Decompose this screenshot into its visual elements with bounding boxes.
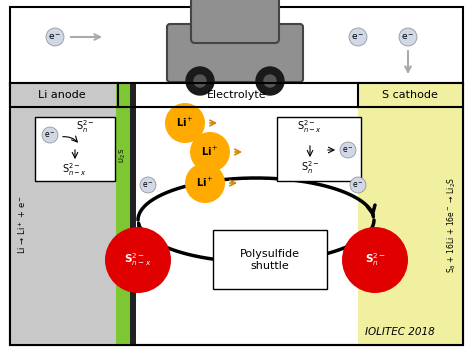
FancyBboxPatch shape [167,24,303,82]
FancyBboxPatch shape [213,230,327,289]
Bar [10,83,463,345]
Circle shape [140,177,156,193]
Text: Li$^+$: Li$^+$ [176,115,194,129]
Bar [10,83,463,345]
Text: Li$_2$S: Li$_2$S [118,147,128,163]
Text: S$_{n-x}^{2-}$: S$_{n-x}^{2-}$ [124,252,152,268]
Text: S$_n^{2-}$: S$_n^{2-}$ [75,119,94,135]
Circle shape [264,75,276,87]
Bar [10,83,118,345]
Text: Li → Li$^+$ + e$^-$: Li → Li$^+$ + e$^-$ [16,196,28,255]
Circle shape [340,142,356,158]
Text: Polysulfide
shuttle: Polysulfide shuttle [240,249,300,271]
FancyBboxPatch shape [35,117,115,181]
Text: Li$^+$: Li$^+$ [196,175,214,189]
Circle shape [46,28,64,46]
Text: Electrolyte: Electrolyte [207,90,267,100]
Text: S$_8$ + 16Li + 16e$^-$ → Li$_2$S: S$_8$ + 16Li + 16e$^-$ → Li$_2$S [446,177,458,273]
Text: S$_n^{2-}$: S$_n^{2-}$ [301,160,319,176]
Circle shape [185,163,225,203]
Bar [10,83,463,107]
Text: IOLITEC 2018: IOLITEC 2018 [365,327,435,337]
Text: e$^-$: e$^-$ [48,32,62,42]
Bar [358,83,463,345]
Text: e$^-$: e$^-$ [351,32,365,42]
Bar [10,7,463,85]
Circle shape [42,127,58,143]
Circle shape [186,67,214,95]
Circle shape [194,75,206,87]
Circle shape [190,132,230,172]
Circle shape [105,227,171,293]
FancyBboxPatch shape [191,0,279,43]
Bar [130,83,136,345]
Circle shape [399,28,417,46]
Circle shape [350,177,366,193]
Circle shape [165,103,205,143]
Text: e$^-$: e$^-$ [401,32,415,42]
Text: e$^-$: e$^-$ [142,180,154,190]
Circle shape [342,227,408,293]
Circle shape [256,67,284,95]
Text: S$_n^{2-}$: S$_n^{2-}$ [365,252,385,268]
Text: S cathode: S cathode [382,90,438,100]
FancyBboxPatch shape [277,117,361,181]
Text: Li$^+$: Li$^+$ [201,144,219,158]
Text: S$_{n-x}^{2-}$: S$_{n-x}^{2-}$ [298,119,322,135]
Text: Li anode: Li anode [38,90,86,100]
Text: e$^-$: e$^-$ [352,180,364,190]
Text: e$^-$: e$^-$ [44,130,56,140]
Circle shape [349,28,367,46]
Bar [116,83,130,345]
Text: e$^-$: e$^-$ [342,145,354,155]
Text: S$_{n-x}^{2-}$: S$_{n-x}^{2-}$ [63,162,88,179]
